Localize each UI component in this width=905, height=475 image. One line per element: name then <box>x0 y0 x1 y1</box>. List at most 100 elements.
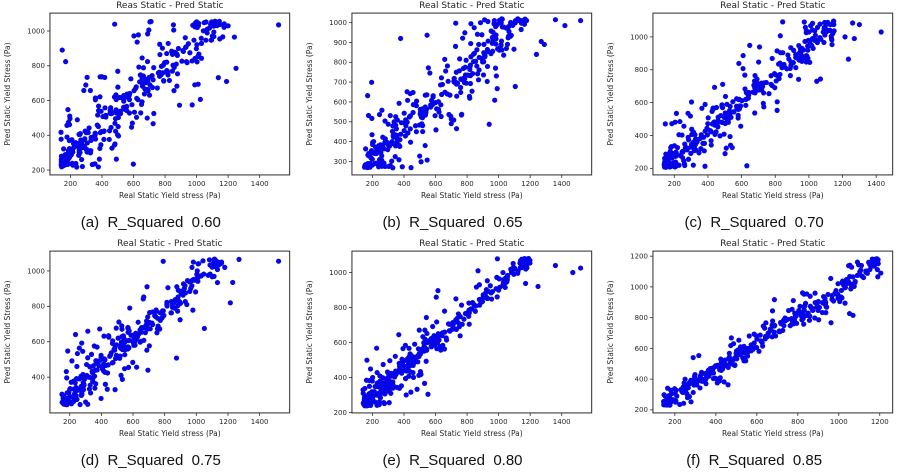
x-axis-label: Real Static Yield stress (Pa) <box>119 191 221 200</box>
y-tick-label: 1000 <box>27 267 45 275</box>
x-tick-label: 1000 <box>830 417 848 425</box>
x-tick-label: 1200 <box>219 417 237 425</box>
subplot-d: Real Static - Pred Static 200 400 600 800 100… <box>0 238 302 475</box>
x-tick-label: 200 <box>669 417 682 425</box>
y-tick-label: 400 <box>333 138 346 146</box>
subplot-d-caption: (d) R_Squared 0.75 <box>80 451 221 469</box>
x-tick-label: 400 <box>397 180 410 188</box>
plot-title: Real Static - Pred Static <box>721 1 826 11</box>
y-tick-label: 400 <box>32 373 45 381</box>
y-axis-label: Pred Static Yield Stress (Pa) <box>3 42 12 145</box>
plot-frame <box>49 250 291 413</box>
y-tick-label: 200 <box>333 408 346 416</box>
plot-title: Real Static - Pred Static <box>419 239 524 249</box>
x-tick-label: 1400 <box>251 417 269 425</box>
y-tick-label: 800 <box>333 59 346 67</box>
y-tick-label: 600 <box>635 344 648 352</box>
y-tick-label: 800 <box>635 314 648 322</box>
y-axis-label: Pred Static Yield Stress (Pa) <box>3 280 12 383</box>
y-axis-label: Pred Static Yield Stress (Pa) <box>305 42 314 145</box>
y-tick-label: 1000 <box>630 283 648 291</box>
x-tick-label: 200 <box>63 417 76 425</box>
subplot-f-caption: (f) R_Squared 0.85 <box>686 451 823 469</box>
scatter-points <box>58 18 282 170</box>
x-tick-label: 1400 <box>251 180 269 188</box>
subplot-c: Real Static - Pred Static 200 400 600 800 100… <box>603 0 905 238</box>
scatter-canvas-f: Real Static - Pred Static 200 400 600 800 100… <box>606 239 894 437</box>
y-tick-label: 800 <box>32 302 45 310</box>
y-tick-label: 400 <box>635 132 648 140</box>
x-tick-label: 200 <box>365 180 378 188</box>
subplot-e-caption: (e) R_Squared 0.80 <box>382 451 523 469</box>
x-tick-label: 1200 <box>871 417 889 425</box>
x-tick-label: 1000 <box>187 417 205 425</box>
y-tick-label: 1000 <box>27 27 45 35</box>
x-tick-label: 600 <box>127 180 140 188</box>
plot-frame <box>652 250 894 413</box>
scatter-plot-e: Real Static - Pred Static 200 400 600 800 100… <box>302 238 604 450</box>
x-tick-label: 1400 <box>552 417 570 425</box>
x-tick-label: 1400 <box>552 180 570 188</box>
y-tick-label: 600 <box>32 338 45 346</box>
x-axis-label: Real Static Yield stress (Pa) <box>722 191 824 200</box>
y-tick-label: 600 <box>333 338 346 346</box>
y-tick-label: 200 <box>635 406 648 414</box>
subplot-a: Reas Static - Pred Static 200 400 600 800 100… <box>0 0 302 238</box>
scatter-points <box>361 16 583 171</box>
y-tick-label: 600 <box>635 99 648 107</box>
scatter-canvas-b: Real Static - Pred Static 200 400 600 800 100… <box>305 1 592 200</box>
x-tick-label: 200 <box>365 417 378 425</box>
x-tick-label: 600 <box>429 417 442 425</box>
plot-frame <box>49 12 291 176</box>
y-tick-label: 1000 <box>630 33 648 41</box>
x-axis-label: Real Static Yield stress (Pa) <box>722 428 824 437</box>
y-tick-label: 700 <box>333 79 346 87</box>
plot-title: Real Static - Pred Static <box>117 239 222 249</box>
subplot-a-caption: (a) R_Squared 0.60 <box>80 214 221 231</box>
y-tick-label: 800 <box>333 303 346 311</box>
scatter-canvas-c: Real Static - Pred Static 200 400 600 800 100… <box>606 1 894 200</box>
y-tick-label: 900 <box>333 39 346 47</box>
scatter-points <box>59 255 282 407</box>
subplot-f: Real Static - Pred Static 200 400 600 800 100… <box>603 238 905 475</box>
x-tick-label: 200 <box>668 180 681 188</box>
y-tick-label: 500 <box>333 118 346 126</box>
x-tick-label: 600 <box>735 180 748 188</box>
scatter-plot-f: Real Static - Pred Static 200 400 600 800 100… <box>603 238 905 450</box>
x-tick-label: 1400 <box>868 180 886 188</box>
y-tick-label: 800 <box>635 66 648 74</box>
scatter-points <box>661 255 884 408</box>
y-tick-label: 400 <box>635 375 648 383</box>
scatter-plot-a: Reas Static - Pred Static 200 400 600 800 100… <box>0 0 302 212</box>
scatter-canvas-e: Real Static - Pred Static 200 400 600 800 100… <box>305 239 592 437</box>
y-tick-label: 600 <box>32 97 45 105</box>
scatter-points <box>661 18 885 170</box>
x-tick-label: 600 <box>750 417 763 425</box>
y-tick-label: 1000 <box>329 19 347 27</box>
x-tick-label: 400 <box>710 417 723 425</box>
y-axis-label: Pred Static Yield Stress (Pa) <box>606 280 615 383</box>
y-tick-label: 800 <box>32 62 45 70</box>
x-tick-label: 1200 <box>219 180 237 188</box>
x-tick-label: 200 <box>64 180 77 188</box>
scatter-plot-c: Real Static - Pred Static 200 400 600 800 100… <box>603 0 905 212</box>
subplot-e: Real Static - Pred Static 200 400 600 800 100… <box>302 238 604 475</box>
scatter-canvas-a: Reas Static - Pred Static 200 400 600 800 100… <box>3 1 291 200</box>
plot-frame <box>652 12 894 176</box>
x-tick-label: 800 <box>158 417 171 425</box>
x-tick-label: 1000 <box>489 417 507 425</box>
scatter-plot-b: Real Static - Pred Static 200 400 600 800 100… <box>302 0 604 212</box>
y-axis-label: Pred Static Yield Stress (Pa) <box>305 280 314 383</box>
y-tick-label: 300 <box>333 158 346 166</box>
x-tick-label: 1200 <box>834 180 852 188</box>
x-tick-label: 800 <box>158 180 171 188</box>
subplot-c-caption: (c) R_Squared 0.70 <box>684 214 824 231</box>
x-tick-label: 400 <box>95 417 108 425</box>
x-tick-label: 400 <box>95 180 108 188</box>
y-tick-label: 600 <box>333 98 346 106</box>
x-axis-label: Real Static Yield stress (Pa) <box>421 191 523 200</box>
plot-frame <box>351 250 592 413</box>
x-axis-label: Real Static Yield stress (Pa) <box>119 428 221 437</box>
x-tick-label: 1200 <box>521 180 539 188</box>
